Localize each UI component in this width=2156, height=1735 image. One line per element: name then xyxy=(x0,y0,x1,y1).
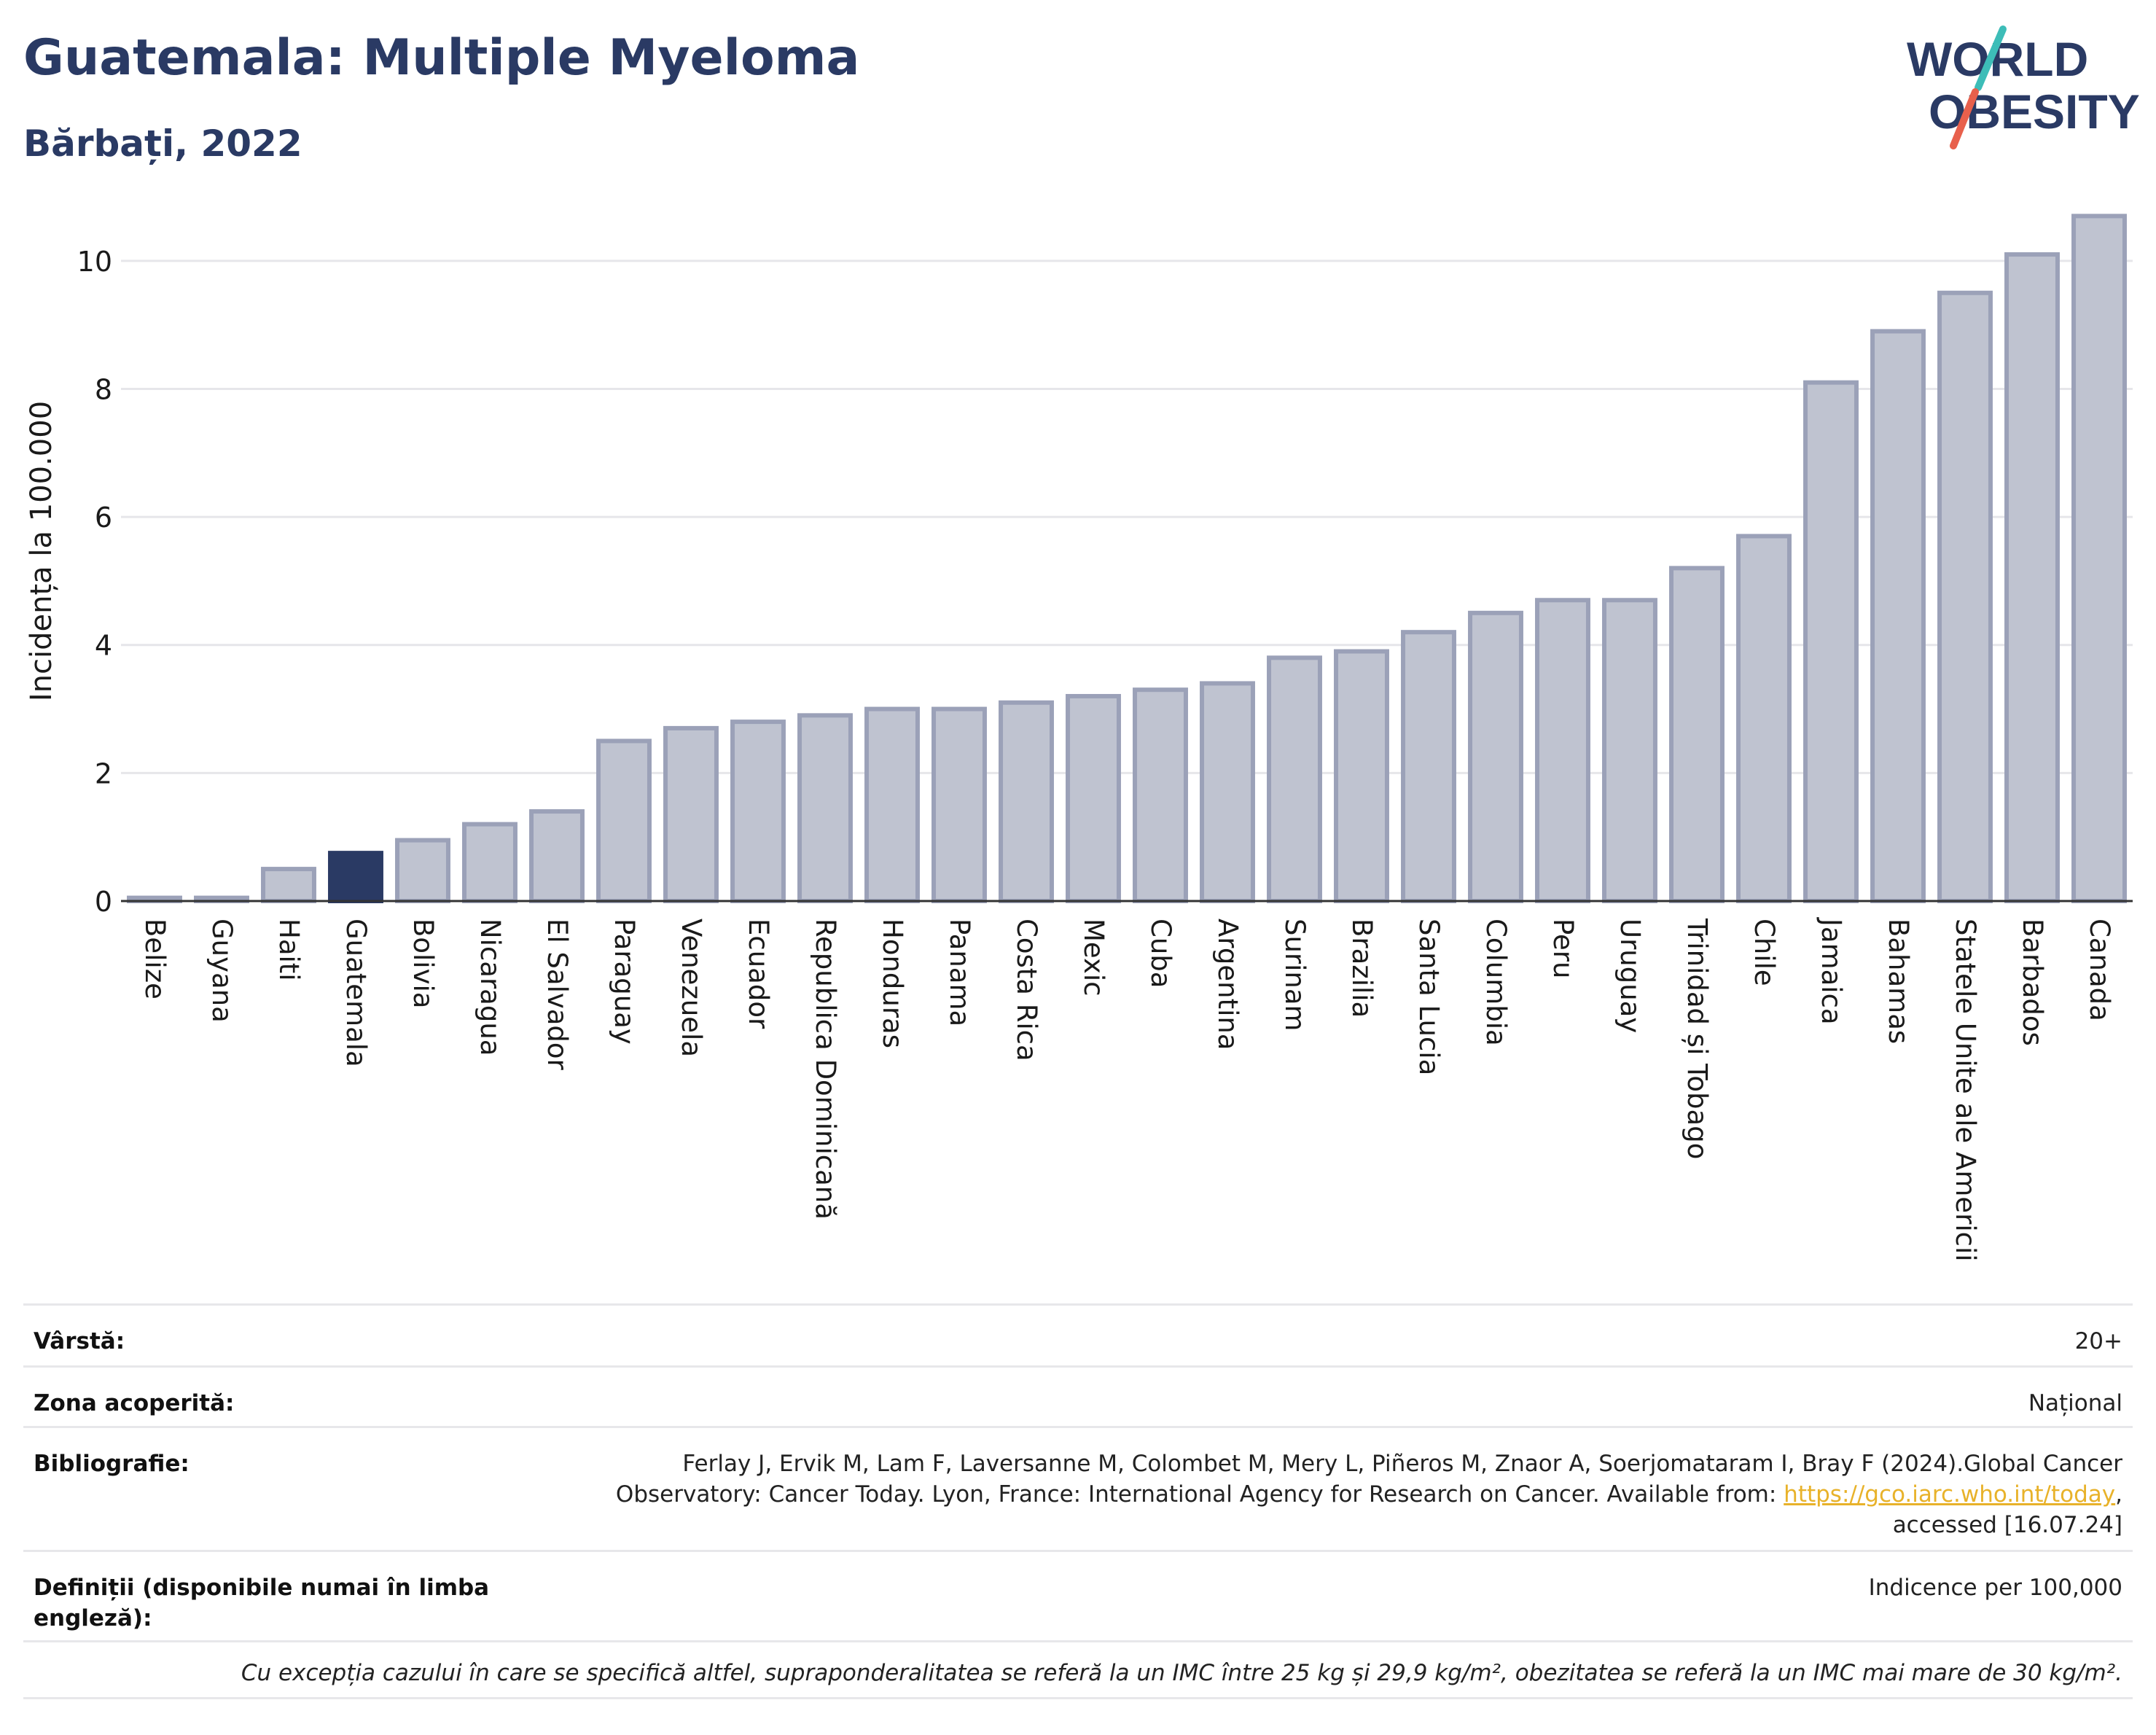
bar-haiti xyxy=(261,867,316,903)
x-tick-label: Republica Dominicană xyxy=(810,919,841,1220)
bibliography-comma: , xyxy=(2115,1481,2122,1508)
x-tick-label: Chile xyxy=(1749,919,1780,986)
x-tick-label: Brazilia xyxy=(1346,919,1378,1018)
info-row-bibliography: Bibliografie: Ferlay J, Ervik M, Lam F, … xyxy=(23,1428,2133,1552)
bibliography-line1: Ferlay J, Ervik M, Lam F, Laversanne M, … xyxy=(682,1451,2122,1477)
y-tick-label: 2 xyxy=(95,757,112,789)
x-tick-label: Columbia xyxy=(1480,919,1512,1046)
x-tick-label: Canada xyxy=(2084,919,2115,1021)
area-label: Zona acoperită: xyxy=(34,1390,235,1416)
x-tick-label: Guyana xyxy=(206,919,238,1023)
x-tick-label: Peru xyxy=(1547,919,1579,978)
bar-venezuela xyxy=(663,725,719,904)
info-row-definitions: Definiții (disponibile numai în limba en… xyxy=(23,1552,2133,1642)
bars xyxy=(127,214,2127,904)
bar-statele-unite-ale-americii xyxy=(1937,290,1993,903)
x-tick-label: Statele Unite ale Americii xyxy=(1950,919,1981,1262)
y-tick-label: 10 xyxy=(77,246,112,278)
page-subtitle: Bărbați, 2022 xyxy=(23,122,302,165)
bar-chart: 0 2 4 6 8 10 Belize Guyana Haiti Guatemala Bolivia… xyxy=(25,214,2133,1262)
bar-mexic xyxy=(1066,693,1121,903)
info-table: Vârstă: 20+ Zona acoperită: Național Bib… xyxy=(23,1303,2133,1699)
y-tick-label: 4 xyxy=(95,630,112,662)
axes: 0 2 4 6 8 10 Belize Guyana Haiti Guatemala Bolivia… xyxy=(77,246,2133,1262)
x-tick-label: Costa Rica xyxy=(1011,919,1042,1061)
age-value: 20+ xyxy=(2074,1328,2122,1354)
footnote: Cu excepția cazului în care se specifică… xyxy=(23,1642,2133,1699)
definitions-value: Indicence per 100,000 xyxy=(1868,1575,2122,1601)
bar-jamaica xyxy=(1803,380,1859,903)
x-tick-label: Barbados xyxy=(2017,919,2048,1046)
x-tick-label: El Salvador xyxy=(542,919,573,1071)
logo-slash-teal xyxy=(1975,26,2007,91)
x-tick-label: Trinidad și Tobago xyxy=(1682,918,1713,1159)
bar-honduras xyxy=(864,706,920,904)
y-tick-label: 0 xyxy=(95,886,112,918)
bar-costa-rica xyxy=(999,700,1054,903)
x-tick-label: Panama xyxy=(944,919,975,1026)
x-tick-label: Bolivia xyxy=(407,919,439,1008)
x-tick-label: Venezuela xyxy=(676,919,707,1057)
grid-lines xyxy=(121,260,2133,774)
x-tick-label: Uruguay xyxy=(1614,919,1646,1033)
bar-ecuador xyxy=(730,720,786,903)
area-value: Național xyxy=(2028,1390,2122,1416)
y-tick-label: 8 xyxy=(95,373,112,405)
bar-trinidad-și-tobago xyxy=(1669,566,1725,903)
bibliography-value: Ferlay J, Ervik M, Lam F, Laversanne M, … xyxy=(616,1449,2122,1540)
bibliography-line2: Observatory: Cancer Today. Lyon, France:… xyxy=(615,1481,1784,1508)
y-tick-label: 6 xyxy=(95,502,112,534)
y-axis-label: Incidența la 100.000 xyxy=(25,401,58,701)
age-label: Vârstă: xyxy=(34,1328,125,1354)
x-tick-label: Surinam xyxy=(1279,919,1311,1032)
x-tick-label: Mexic xyxy=(1078,919,1109,997)
x-tick-label: Honduras xyxy=(877,919,908,1048)
bar-el-salvador xyxy=(529,809,585,904)
x-tick-label: Belize xyxy=(139,919,171,999)
bar-peru xyxy=(1535,598,1590,903)
x-tick-label: Ecuador xyxy=(743,919,774,1029)
info-row-area: Zona acoperită: Național xyxy=(23,1368,2133,1428)
bar-cuba xyxy=(1133,687,1188,903)
bar-panama xyxy=(931,706,987,904)
bar-santa-lucia xyxy=(1401,630,1456,903)
x-tick-label: Bahamas xyxy=(1883,919,1914,1044)
bar-republica-dominicană xyxy=(797,713,853,903)
world-obesity-logo: WORLD OBESITY xyxy=(1907,26,2140,149)
x-tick-label: Santa Lucia xyxy=(1413,919,1445,1075)
bar-chile xyxy=(1736,534,1792,903)
bar-paraguay xyxy=(596,738,652,903)
x-tick-label: Jamaica xyxy=(1816,917,1847,1025)
x-tick-label: Nicaragua xyxy=(474,919,506,1056)
bibliography-line3: accessed [16.07.24] xyxy=(1892,1512,2122,1538)
bar-bahamas xyxy=(1870,329,1926,904)
x-tick-label: Paraguay xyxy=(609,919,640,1045)
definitions-label: Definiții (disponibile numai în limba en… xyxy=(34,1575,490,1631)
bar-argentina xyxy=(1200,681,1255,903)
logo-slash-coral xyxy=(1950,88,1979,149)
x-tick-label: Cuba xyxy=(1145,919,1176,988)
bar-bolivia xyxy=(395,838,450,904)
bibliography-link[interactable]: https://gco.iarc.who.int/today xyxy=(1784,1481,2116,1508)
bar-nicaragua xyxy=(462,822,517,903)
bar-uruguay xyxy=(1602,598,1657,903)
bar-surinam xyxy=(1267,655,1322,903)
page-title: Guatemala: Multiple Myeloma xyxy=(23,29,860,87)
bar-columbia xyxy=(1468,610,1523,903)
bibliography-label: Bibliografie: xyxy=(34,1451,190,1477)
bar-canada xyxy=(2071,214,2127,903)
bar-guatemala xyxy=(328,851,383,903)
bar-barbados xyxy=(2004,252,2060,903)
x-tick-label: Argentina xyxy=(1212,919,1243,1050)
x-tick-label: Guatemala xyxy=(340,919,372,1067)
info-row-age: Vârstă: 20+ xyxy=(23,1306,2133,1368)
bar-brazilia xyxy=(1334,649,1389,903)
x-tick-label: Haiti xyxy=(273,919,305,981)
